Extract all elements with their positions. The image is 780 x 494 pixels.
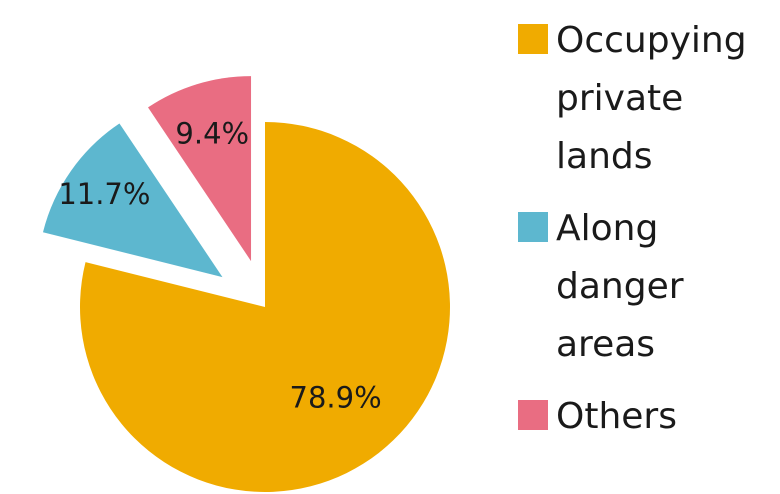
pie-slices — [42, 76, 450, 492]
legend: Occupying private lands Along danger areas Oth… — [518, 20, 747, 437]
pie-slice-others — [148, 76, 252, 262]
legend-swatch-along-danger-areas — [518, 212, 548, 242]
pie-slice-along-danger-areas — [42, 123, 223, 278]
slice-label-others: 9.4% — [175, 117, 249, 151]
pie-slice-occupying-private-lands — [79, 122, 450, 492]
legend-item-occupying-private-lands: Occupying private lands — [518, 20, 747, 177]
slice-label-along-danger-areas: 11.7% — [58, 177, 150, 211]
legend-swatch-others — [518, 400, 548, 430]
legend-swatch-occupying-private-lands — [518, 24, 548, 54]
legend-item-others: Others — [518, 396, 677, 437]
slice-labels: 78.9% 11.7% 9.4% — [58, 117, 381, 415]
legend-item-along-danger-areas: Along danger areas — [518, 208, 684, 365]
legend-label-occupying-private-lands: Occupying private lands — [556, 20, 747, 177]
legend-label-others: Others — [556, 396, 677, 437]
legend-label-along-danger-areas: Along danger areas — [556, 208, 684, 365]
slice-label-occupying-private-lands: 78.9% — [290, 380, 382, 414]
